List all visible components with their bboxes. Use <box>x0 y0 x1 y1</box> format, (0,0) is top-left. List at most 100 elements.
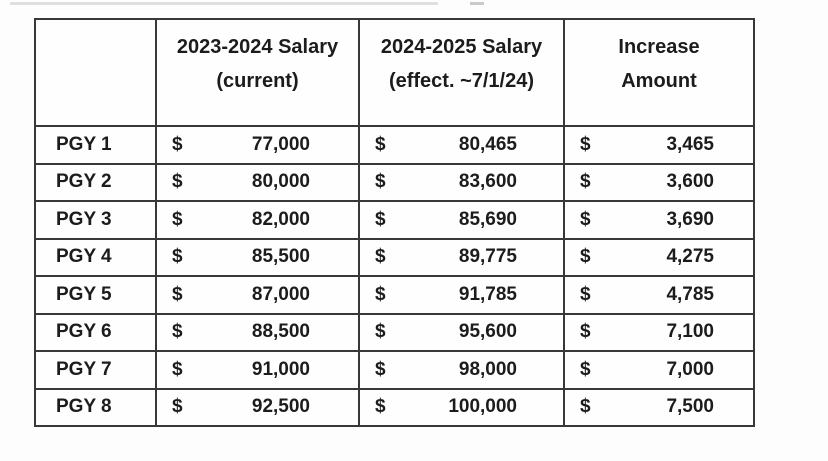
currency-symbol: $ <box>580 283 591 305</box>
next-salary-value: 80,465 <box>458 133 517 155</box>
increase-value: 7,100 <box>666 321 714 343</box>
salary-table-container: 2023-2024 Salary (current) 2024-2025 Sal… <box>34 18 755 427</box>
increase-value: 7,500 <box>666 396 714 418</box>
current-salary-value: 87,000 <box>251 283 310 305</box>
currency-symbol: $ <box>172 208 183 230</box>
increase-value: 3,465 <box>666 133 714 155</box>
currency-symbol: $ <box>172 321 183 343</box>
increase-value: 3,690 <box>666 208 714 230</box>
increase-cell: $4,275 <box>563 237 755 277</box>
current-salary-cell: $91,000 <box>155 350 360 390</box>
current-salary-cell: $82,000 <box>155 200 360 240</box>
header-next-line1: 2024-2025 Salary <box>380 36 543 58</box>
currency-symbol: $ <box>172 396 183 418</box>
current-salary-cell: $80,000 <box>155 162 360 202</box>
currency-symbol: $ <box>375 321 386 343</box>
current-salary-value: 82,000 <box>251 208 310 230</box>
pgy-label: PGY 8 <box>34 387 157 427</box>
table-row-pgy5: PGY 5 $87,000 $91,785 $4,785 <box>34 275 755 315</box>
currency-symbol: $ <box>580 246 591 268</box>
pgy-label: PGY 4 <box>34 237 157 277</box>
currency-symbol: $ <box>172 171 183 193</box>
pgy-label: PGY 5 <box>34 275 157 315</box>
currency-symbol: $ <box>172 283 183 305</box>
increase-value: 7,000 <box>666 358 714 380</box>
header-increase-line1: Increase <box>618 36 700 58</box>
current-salary-value: 88,500 <box>251 321 310 343</box>
header-increase-line2: Amount <box>621 70 697 92</box>
next-salary-cell: $85,690 <box>358 200 565 240</box>
next-salary-value: 89,775 <box>458 246 517 268</box>
increase-cell: $3,465 <box>563 125 755 165</box>
current-salary-cell: $85,500 <box>155 237 360 277</box>
header-row: 2023-2024 Salary (current) 2024-2025 Sal… <box>34 18 755 127</box>
next-salary-cell: $100,000 <box>358 387 565 427</box>
currency-symbol: $ <box>375 171 386 193</box>
currency-symbol: $ <box>375 208 386 230</box>
currency-symbol: $ <box>580 396 591 418</box>
crop-artifact-dash <box>470 2 484 5</box>
pgy-label: PGY 3 <box>34 200 157 240</box>
current-salary-cell: $87,000 <box>155 275 360 315</box>
pgy-label: PGY 6 <box>34 312 157 352</box>
increase-cell: $7,500 <box>563 387 755 427</box>
header-cell-increase: Increase Amount <box>563 18 755 127</box>
header-cell-next-salary: 2024-2025 Salary (effect. ~7/1/24) <box>358 18 565 127</box>
increase-cell: $7,000 <box>563 350 755 390</box>
currency-symbol: $ <box>172 246 183 268</box>
increase-value: 4,785 <box>666 283 714 305</box>
currency-symbol: $ <box>375 246 386 268</box>
table-row-pgy4: PGY 4 $85,500 $89,775 $4,275 <box>34 237 755 277</box>
current-salary-value: 91,000 <box>251 358 310 380</box>
next-salary-value: 83,600 <box>458 171 517 193</box>
header-current-line2: (current) <box>216 70 299 92</box>
header-cell-current-salary: 2023-2024 Salary (current) <box>155 18 360 127</box>
crop-artifact-line <box>10 2 438 5</box>
next-salary-cell: $80,465 <box>358 125 565 165</box>
table-row-pgy3: PGY 3 $82,000 $85,690 $3,690 <box>34 200 755 240</box>
next-salary-value: 98,000 <box>458 358 517 380</box>
currency-symbol: $ <box>580 208 591 230</box>
current-salary-value: 92,500 <box>251 396 310 418</box>
next-salary-value: 91,785 <box>458 283 517 305</box>
increase-value: 4,275 <box>666 246 714 268</box>
current-salary-value: 85,500 <box>251 246 310 268</box>
pgy-label: PGY 7 <box>34 350 157 390</box>
increase-cell: $3,600 <box>563 162 755 202</box>
increase-cell: $7,100 <box>563 312 755 352</box>
current-salary-cell: $88,500 <box>155 312 360 352</box>
currency-symbol: $ <box>580 133 591 155</box>
next-salary-cell: $91,785 <box>358 275 565 315</box>
table-row-pgy8: PGY 8 $92,500 $100,000 $7,500 <box>34 387 755 427</box>
next-salary-cell: $89,775 <box>358 237 565 277</box>
header-current-line1: 2023-2024 Salary <box>176 36 339 58</box>
next-salary-cell: $95,600 <box>358 312 565 352</box>
header-next-line2: (effect. ~7/1/24) <box>388 70 535 92</box>
increase-cell: $4,785 <box>563 275 755 315</box>
currency-symbol: $ <box>375 133 386 155</box>
table-row-pgy1: PGY 1 $77,000 $80,465 $3,465 <box>34 125 755 165</box>
current-salary-value: 80,000 <box>251 171 310 193</box>
currency-symbol: $ <box>580 321 591 343</box>
next-salary-value: 95,600 <box>458 321 517 343</box>
current-salary-value: 77,000 <box>251 133 310 155</box>
currency-symbol: $ <box>375 396 386 418</box>
salary-table: 2023-2024 Salary (current) 2024-2025 Sal… <box>34 18 755 427</box>
next-salary-cell: $98,000 <box>358 350 565 390</box>
currency-symbol: $ <box>375 358 386 380</box>
currency-symbol: $ <box>172 133 183 155</box>
currency-symbol: $ <box>580 358 591 380</box>
currency-symbol: $ <box>375 283 386 305</box>
increase-cell: $3,690 <box>563 200 755 240</box>
table-row-pgy7: PGY 7 $91,000 $98,000 $7,000 <box>34 350 755 390</box>
next-salary-value: 85,690 <box>458 208 517 230</box>
current-salary-cell: $92,500 <box>155 387 360 427</box>
table-row-pgy6: PGY 6 $88,500 $95,600 $7,100 <box>34 312 755 352</box>
current-salary-cell: $77,000 <box>155 125 360 165</box>
increase-value: 3,600 <box>666 171 714 193</box>
next-salary-cell: $83,600 <box>358 162 565 202</box>
table-row-pgy2: PGY 2 $80,000 $83,600 $3,600 <box>34 162 755 202</box>
pgy-label: PGY 2 <box>34 162 157 202</box>
pgy-label: PGY 1 <box>34 125 157 165</box>
currency-symbol: $ <box>580 171 591 193</box>
